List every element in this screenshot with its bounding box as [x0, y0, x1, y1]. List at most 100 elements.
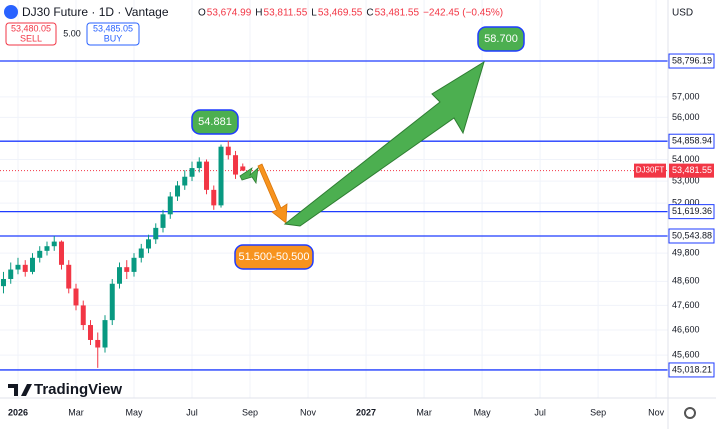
candle-body [22, 264, 28, 272]
candle-body [80, 305, 86, 326]
x-tick-label: Nov [300, 407, 317, 417]
candle-body [15, 264, 21, 270]
candle-body [225, 146, 231, 156]
x-tick-label: 2027 [356, 407, 376, 417]
level-label: 54,858.94 [672, 136, 712, 146]
x-tick-label: Mar [68, 407, 84, 417]
y-tick-label: 48,600 [672, 276, 700, 286]
ohlc-key: O [198, 8, 206, 19]
y-tick-label: 54,000 [672, 154, 700, 164]
ohlc-key: L [311, 8, 317, 19]
candle-body [153, 227, 159, 240]
candle-body [146, 239, 152, 249]
x-tick-label: 2026 [8, 407, 28, 417]
y-tick-label: 57,000 [672, 91, 700, 101]
symbol-icon [4, 5, 18, 19]
change: −242.45 (−0.45%) [423, 8, 503, 19]
currency[interactable]: USD [672, 8, 693, 19]
last-price-box [669, 163, 714, 178]
level-label: 45,018.21 [672, 364, 712, 374]
sell-label[interactable]: SELL [20, 33, 42, 43]
candle-body [58, 241, 64, 265]
candle-body [124, 267, 130, 272]
level-label: 51,619.36 [672, 206, 712, 216]
x-tick-label: Jul [534, 407, 546, 417]
sell-button[interactable] [5, 22, 57, 46]
level-label-box [668, 362, 715, 378]
candle-body [240, 166, 246, 171]
level-label-box [668, 204, 715, 220]
down-arrow [257, 163, 288, 224]
ohlc-value: 53,674.99 [207, 8, 252, 19]
x-tick-label: Nov [648, 407, 665, 417]
brand-logo [8, 384, 32, 396]
candle-body [8, 269, 14, 279]
x-tick-label: Mar [416, 407, 432, 417]
level-label: 58,796.19 [672, 55, 712, 65]
candle-body [29, 257, 35, 272]
candle-body [117, 267, 123, 284]
annotation: 58.700 [484, 33, 518, 45]
candle-body [109, 283, 115, 321]
candle-body [131, 257, 137, 272]
candle-body [51, 241, 57, 247]
buy-button[interactable] [86, 22, 140, 46]
candle-body [37, 250, 43, 258]
settings-icon[interactable] [684, 407, 696, 419]
y-tick-label: 47,600 [672, 300, 700, 310]
candle-body [66, 264, 72, 289]
y-tick-label: 45,600 [672, 349, 700, 359]
x-tick-label: Sep [242, 407, 258, 417]
ohlc-key: H [255, 8, 262, 19]
candle-body [182, 176, 188, 186]
ohlc-value: 53,481.55 [375, 8, 420, 19]
x-tick-label: Jul [186, 407, 198, 417]
up-arrow [283, 60, 485, 227]
ohlc-key: C [366, 8, 373, 19]
x-tick-label: May [474, 407, 492, 417]
y-tick-label: 52,000 [672, 198, 700, 208]
x-tick-label: May [125, 407, 143, 417]
annotation-bubble [477, 26, 525, 52]
candle-body [87, 325, 93, 340]
ohlc-value: 53,469.55 [318, 8, 363, 19]
symbol: DJ30 Future · 1D · Vantage [22, 5, 169, 19]
y-tick-label: 53,000 [672, 175, 700, 185]
annotation: 54.881 [198, 116, 232, 128]
candle-body [233, 155, 239, 175]
candle-body [204, 161, 210, 190]
candle-body [138, 248, 144, 258]
y-tick-label: 49,800 [672, 248, 700, 258]
spread: 5.00 [63, 28, 81, 38]
level-label-box [668, 133, 715, 149]
candle-body [196, 161, 202, 169]
ohlc-value: 53,811.55 [264, 8, 308, 19]
level-label: 50,543.88 [672, 230, 712, 240]
candle-body [160, 214, 166, 228]
annotation-bubble [191, 109, 239, 135]
level-label-box [668, 53, 715, 69]
buy-price[interactable]: 53,485.05 [93, 23, 133, 33]
level-label-box [668, 228, 715, 244]
x-tick-label: Sep [590, 407, 606, 417]
annotation-bubble [234, 244, 314, 270]
last-price-tag-box [634, 163, 666, 178]
annotation: 51.500-50.500 [239, 251, 310, 263]
candle-body [218, 146, 224, 206]
candle-body [175, 185, 181, 197]
candle-body [211, 189, 217, 206]
last-price-label: 53,481.55 [672, 165, 712, 175]
buy-label[interactable]: BUY [104, 33, 123, 43]
small-arrow [239, 166, 259, 185]
sell-price[interactable]: 53,480.05 [11, 23, 51, 33]
candle-body [167, 196, 173, 215]
candle-body [95, 339, 101, 348]
y-tick-label: 56,000 [672, 112, 700, 122]
last-price-tag: DJ30FT [636, 166, 665, 175]
candle-body [44, 246, 50, 251]
y-tick-label: 46,600 [672, 324, 700, 334]
candle-body [73, 288, 79, 306]
